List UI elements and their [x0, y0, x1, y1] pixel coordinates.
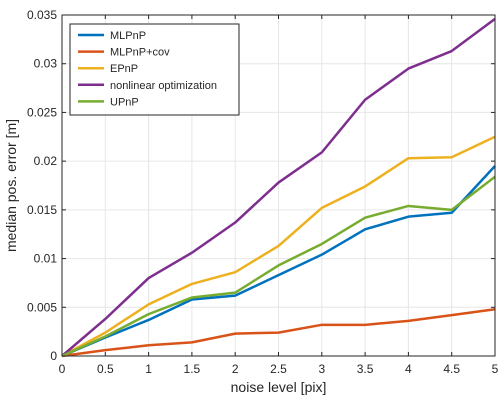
- x-tick-label: 4.5: [443, 362, 460, 376]
- legend-label: UPnP: [110, 96, 139, 108]
- series-line-4: [61, 175, 496, 358]
- y-axis-ticks: 0 0.005 0.01 0.015 0.02 0.025 0.03 0.035: [27, 8, 495, 363]
- y-tick-label: 0.005: [27, 300, 57, 314]
- y-axis-label: median pos. error [m]: [3, 119, 19, 252]
- y-tick-label: 0.025: [27, 105, 57, 119]
- y-tick-label: 0.035: [27, 8, 57, 22]
- series-line-2: [61, 135, 496, 358]
- x-tick-label: 2.5: [270, 362, 287, 376]
- legend-label: MLPnP+cov: [110, 47, 170, 59]
- x-tick-label: 1.5: [184, 362, 201, 376]
- legend: MLPnP MLPnP+cov EPnP nonlinear optimization…: [69, 23, 240, 116]
- y-tick-label: 0.01: [34, 252, 58, 266]
- y-tick-label: 0.02: [34, 154, 58, 168]
- series-lines: [61, 17, 496, 358]
- x-tick-label: 3.5: [357, 362, 374, 376]
- y-tick-label: 0.03: [34, 57, 58, 71]
- x-tick-label: 1: [145, 362, 152, 376]
- x-tick-label: 5: [492, 362, 499, 376]
- legend-box: [69, 23, 240, 116]
- x-tick-label: 4: [405, 362, 412, 376]
- y-tick-label: 0: [50, 349, 57, 363]
- legend-label: EPnP: [110, 63, 138, 75]
- series-line-1: [61, 307, 496, 358]
- x-axis-ticks: 0 0.5 1 1.5 2 2.5 3 3.5 4 4.5 5: [59, 15, 499, 376]
- legend-label: MLPnP: [110, 30, 146, 42]
- legend-label: nonlinear optimization: [110, 80, 217, 92]
- series-line-0: [61, 165, 496, 358]
- y-tick-label: 0.015: [27, 203, 57, 217]
- x-tick-label: 0: [59, 362, 66, 376]
- x-tick-label: 3: [318, 362, 325, 376]
- x-axis-label: noise level [pix]: [231, 379, 327, 395]
- x-tick-label: 0.5: [97, 362, 114, 376]
- series-line-3: [61, 17, 496, 357]
- x-tick-label: 2: [232, 362, 239, 376]
